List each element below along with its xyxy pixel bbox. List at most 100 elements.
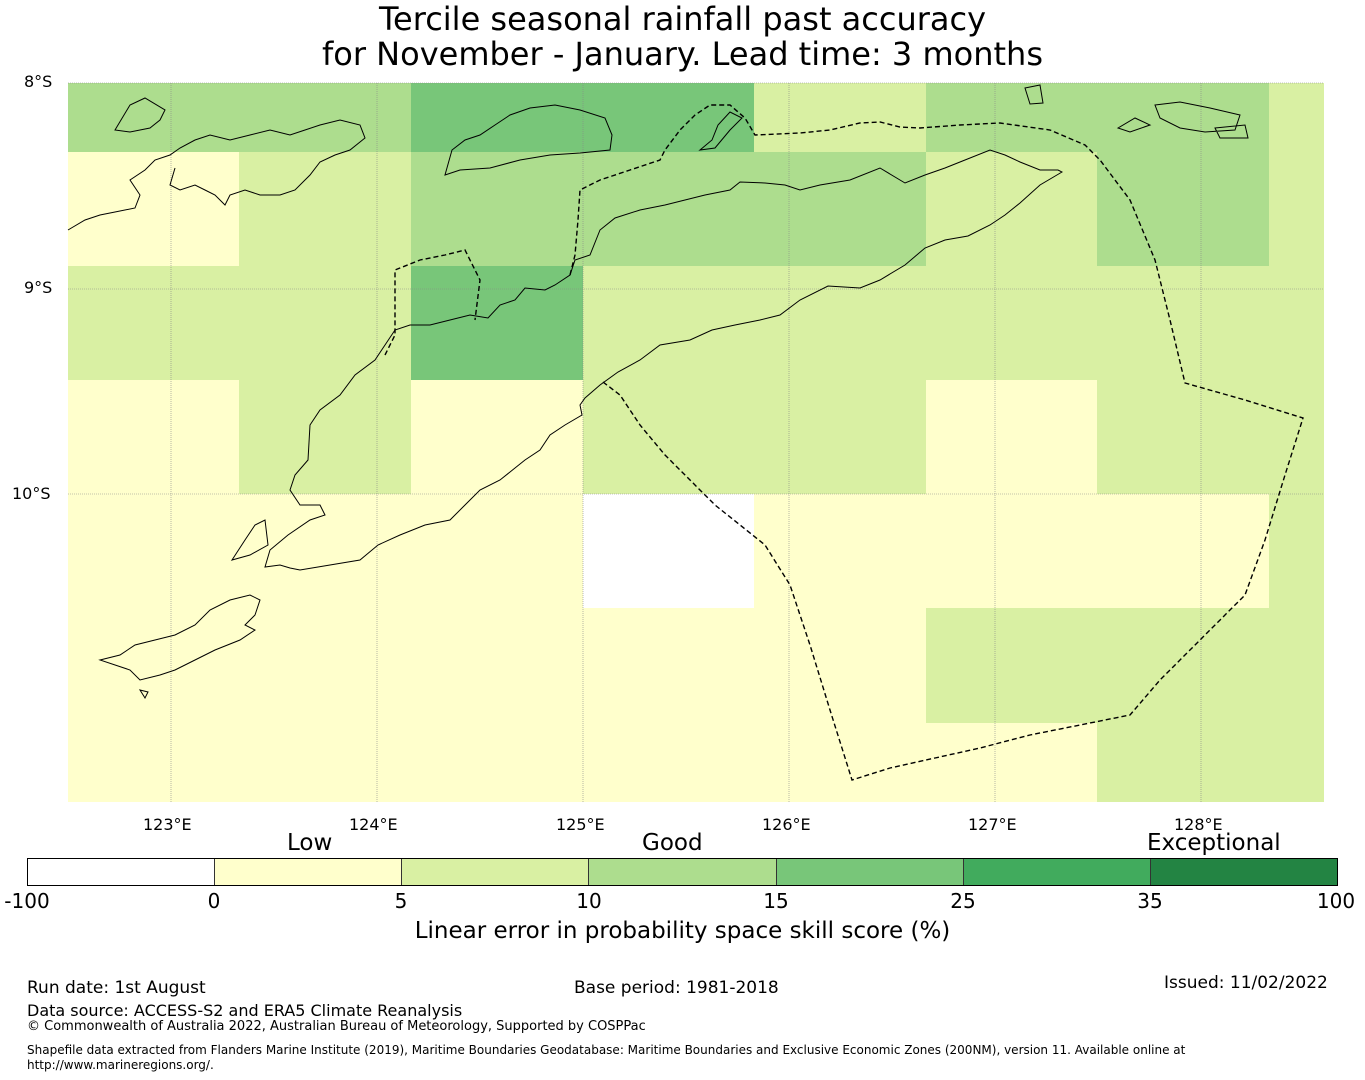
lat-label-9s: 9°S bbox=[24, 278, 53, 297]
lon-label-125e: 125°E bbox=[556, 815, 605, 834]
skill-grid-cell bbox=[1269, 380, 1324, 494]
skill-grid-cell bbox=[583, 152, 754, 266]
colorbar-segment bbox=[28, 859, 216, 885]
lat-label-10s: 10°S bbox=[12, 484, 51, 503]
skill-grid-cell bbox=[1097, 494, 1269, 608]
skill-grid-cell bbox=[411, 83, 583, 152]
skill-grid-cell bbox=[926, 266, 1097, 380]
skill-grid-cells bbox=[68, 83, 1324, 802]
skill-grid-cell bbox=[1269, 494, 1324, 608]
shapefile-credit-line1: Shapefile data extracted from Flanders M… bbox=[27, 1043, 1186, 1057]
issued-date: Issued: 11/02/2022 bbox=[1164, 973, 1328, 993]
colorbar-axis-label: Linear error in probability space skill … bbox=[414, 918, 951, 944]
colorbar-segment bbox=[1150, 859, 1337, 885]
skill-grid-cell bbox=[754, 152, 926, 266]
skill-grid-cell bbox=[926, 152, 1097, 266]
skill-grid-cell bbox=[926, 723, 1097, 802]
skill-grid-cell bbox=[68, 608, 239, 723]
colorbar-tick: 0 bbox=[207, 889, 221, 913]
skill-grid-cell bbox=[1097, 152, 1269, 266]
skill-grid-cell bbox=[583, 83, 754, 152]
skill-grid-cell bbox=[411, 494, 583, 608]
sumba-coastline bbox=[98, 519, 269, 700]
skill-grid-cell bbox=[583, 608, 754, 723]
skill-grid-cell bbox=[68, 266, 239, 380]
skill-grid-cell bbox=[1097, 608, 1269, 723]
eez-boundary-west bbox=[384, 249, 481, 356]
skill-grid-cell bbox=[239, 380, 411, 494]
skill-grid-cell bbox=[926, 608, 1097, 723]
skill-grid-cell bbox=[583, 494, 754, 608]
wetar-coastline bbox=[444, 104, 613, 176]
east-island-coastline bbox=[1024, 84, 1249, 139]
skill-grid-cell bbox=[754, 723, 926, 802]
skill-grid-cell bbox=[68, 723, 239, 802]
lon-label-127e: 127°E bbox=[968, 815, 1017, 834]
lon-label-126e: 126°E bbox=[762, 815, 811, 834]
colorbar-segment bbox=[589, 859, 777, 885]
skill-grid-cell bbox=[1269, 266, 1324, 380]
data-source: Data source: ACCESS-S2 and ERA5 Climate … bbox=[27, 1001, 463, 1020]
skill-grid-cell bbox=[239, 266, 411, 380]
skill-grid-cell bbox=[754, 608, 926, 723]
lat-label-8s: 8°S bbox=[24, 72, 53, 91]
colorbar-tick: 5 bbox=[394, 889, 408, 913]
lon-label-123e: 123°E bbox=[143, 815, 192, 834]
alor-coastline bbox=[67, 119, 366, 231]
skill-grid-cell bbox=[1269, 723, 1324, 802]
skill-grid-cell bbox=[754, 494, 926, 608]
colorbar-tick: 35 bbox=[1137, 889, 1163, 913]
skill-grid-cell bbox=[68, 152, 239, 266]
colorbar-segment bbox=[215, 859, 403, 885]
run-date: Run date: 1st August bbox=[27, 978, 206, 998]
skill-grid-cell bbox=[68, 380, 239, 494]
colorbar-tick: -100 bbox=[4, 889, 50, 913]
skill-grid-cell bbox=[1269, 83, 1324, 152]
map-gridlines bbox=[68, 82, 1324, 802]
colorbar-tick: 100 bbox=[1316, 889, 1356, 913]
colorbar-category-low: Low bbox=[287, 830, 333, 856]
north-island-coastline bbox=[114, 97, 166, 133]
skill-grid-cell bbox=[68, 494, 239, 608]
base-period: Base period: 1981-2018 bbox=[574, 978, 779, 998]
skill-grid-cell bbox=[1097, 380, 1269, 494]
skill-grid-cell bbox=[411, 380, 583, 494]
skill-grid-cell bbox=[926, 494, 1097, 608]
shapefile-credit-line2: http://www.marineregions.org/. bbox=[27, 1058, 214, 1072]
colorbar-category-exceptional: Exceptional bbox=[1147, 830, 1281, 856]
skill-grid-cell bbox=[1097, 723, 1269, 802]
lon-label-128e: 128°E bbox=[1174, 815, 1223, 834]
skill-grid-cell bbox=[411, 152, 583, 266]
skill-map bbox=[67, 82, 1324, 802]
skill-grid-cell bbox=[68, 83, 239, 152]
lon-label-124e: 124°E bbox=[349, 815, 398, 834]
skill-grid-cell bbox=[926, 380, 1097, 494]
colorbar-tick: 15 bbox=[763, 889, 789, 913]
colorbar-category-good: Good bbox=[642, 830, 703, 856]
skill-grid-cell bbox=[239, 494, 411, 608]
colorbar-segment bbox=[963, 859, 1151, 885]
colorbar-segment bbox=[776, 859, 964, 885]
colorbar-tick: 10 bbox=[576, 889, 602, 913]
skill-grid-cell bbox=[583, 380, 754, 494]
chart-title-line1: Tercile seasonal rainfall past accuracy bbox=[378, 0, 987, 38]
colorbar bbox=[27, 858, 1338, 886]
skill-grid-cell bbox=[239, 83, 411, 152]
skill-grid-cell bbox=[411, 608, 583, 723]
skill-grid-cell bbox=[926, 83, 1097, 152]
skill-grid-cell bbox=[583, 723, 754, 802]
skill-grid-cell bbox=[239, 152, 411, 266]
skill-grid-cell bbox=[754, 380, 926, 494]
skill-grid-cell bbox=[1269, 608, 1324, 723]
eez-boundary-main bbox=[569, 104, 1304, 781]
timor-coastline bbox=[264, 149, 1064, 571]
colorbar-segment bbox=[402, 859, 590, 885]
skill-grid-cell bbox=[239, 608, 411, 723]
skill-grid-cell bbox=[583, 266, 754, 380]
skill-grid-cell bbox=[411, 723, 583, 802]
skill-grid-cell bbox=[1097, 83, 1269, 152]
skill-grid-cell bbox=[1269, 152, 1324, 266]
chart-title-line2: for November - January. Lead time: 3 mon… bbox=[322, 35, 1043, 73]
skill-grid-cell bbox=[1097, 266, 1269, 380]
skill-grid-cell bbox=[239, 723, 411, 802]
